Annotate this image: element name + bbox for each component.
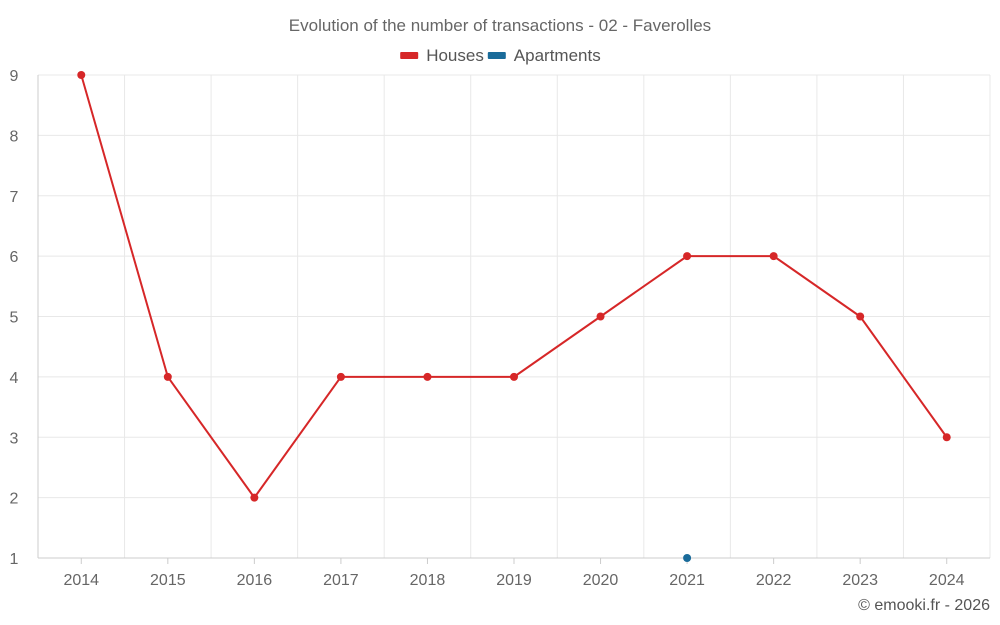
apartments-data-point <box>683 554 692 562</box>
x-tick-label: 2014 <box>63 572 99 589</box>
x-tick-label: 2017 <box>323 572 359 589</box>
x-tick-label: 2021 <box>669 572 705 589</box>
houses-data-point <box>77 71 86 79</box>
y-tick-label: 7 <box>10 189 19 206</box>
y-tick-label: 4 <box>10 370 19 387</box>
houses-data-point <box>250 493 259 502</box>
legend-item-apartments[interactable]: Apartments <box>487 46 601 65</box>
x-tick-label: 2015 <box>150 572 186 589</box>
y-tick-label: 6 <box>10 249 19 266</box>
x-tick-label: 2019 <box>496 572 532 589</box>
houses-data-point <box>769 252 778 261</box>
houses-data-point <box>423 372 432 381</box>
chart-title: Evolution of the number of transactions … <box>289 16 711 35</box>
legend-label-houses: Houses <box>426 46 484 65</box>
y-tick-label: 9 <box>10 68 19 85</box>
y-tick-label: 2 <box>10 491 19 508</box>
houses-data-point <box>942 433 951 442</box>
x-tick-label: 2018 <box>410 572 446 589</box>
y-tick-label: 3 <box>10 430 19 447</box>
credit-text: © emooki.fr - 2026 <box>858 597 990 614</box>
x-tick-label: 2024 <box>929 572 965 589</box>
x-tick-label: 2022 <box>756 572 792 589</box>
houses-data-point <box>336 372 345 381</box>
x-tick-label: 2020 <box>583 572 619 589</box>
x-tick-label: 2023 <box>842 572 878 589</box>
houses-data-point <box>163 372 172 381</box>
axes: 1 2 3 4 5 6 7 8 9 2014 2015 2016 2017 2018 2019 2020 202… <box>10 68 990 589</box>
y-tick-label: 1 <box>10 551 19 568</box>
y-tick-label: 5 <box>10 310 19 327</box>
legend[interactable]: Houses Apartments <box>400 46 601 65</box>
series-layer <box>77 71 951 562</box>
x-tick-label: 2016 <box>237 572 273 589</box>
grid <box>37 74 991 558</box>
houses-data-point <box>856 312 865 321</box>
y-tick-label: 8 <box>10 128 19 145</box>
legend-swatch-apartments <box>487 52 506 59</box>
houses-data-point <box>510 372 518 381</box>
legend-swatch-houses <box>400 52 419 59</box>
houses-data-point <box>683 252 692 261</box>
legend-label-apartments: Apartments <box>514 46 601 65</box>
houses-data-point <box>596 312 605 321</box>
legend-item-houses[interactable]: Houses <box>400 46 484 65</box>
